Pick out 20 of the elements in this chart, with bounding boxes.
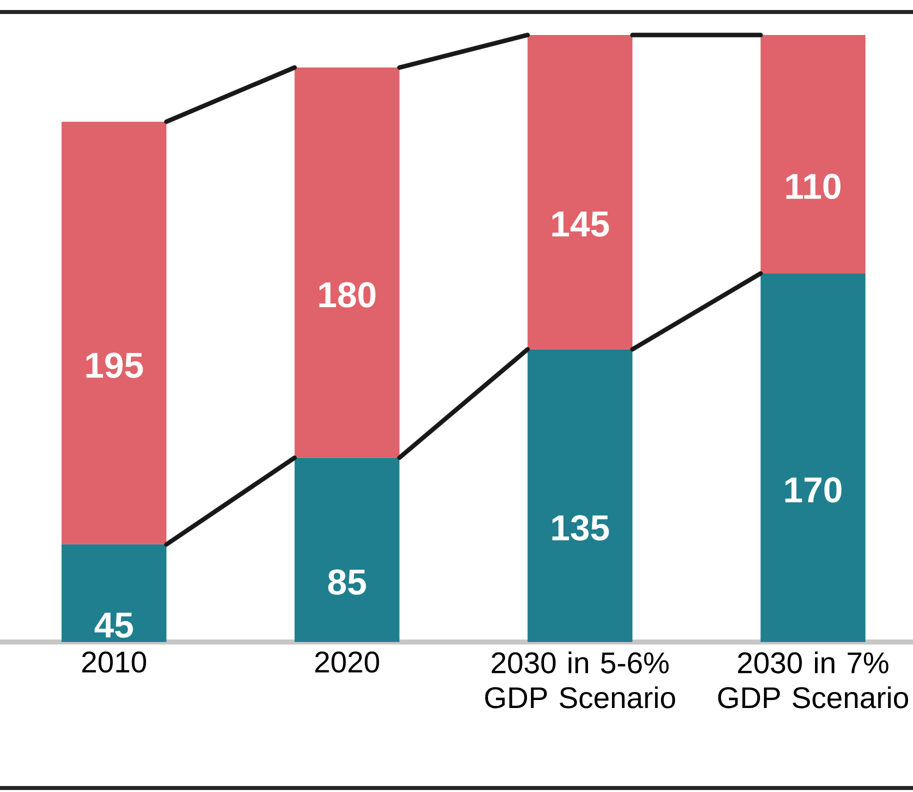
x-tick-label: 2030 in 7% GDP Scenario bbox=[718, 652, 908, 708]
bar bbox=[294, 68, 400, 458]
bar bbox=[294, 458, 400, 642]
bar bbox=[62, 122, 166, 544]
data-label: 180 bbox=[319, 282, 376, 308]
bar bbox=[760, 273, 866, 642]
x-tick-label: 2020 bbox=[315, 651, 380, 673]
data-label: 135 bbox=[552, 515, 609, 541]
data-label: 45 bbox=[94, 612, 133, 638]
x-tick-label: 2030 in 5-6% GDP Scenario bbox=[485, 652, 676, 708]
bar bbox=[62, 544, 166, 642]
data-label: 110 bbox=[786, 174, 840, 200]
bar bbox=[528, 349, 632, 642]
data-label: 170 bbox=[785, 477, 842, 503]
data-label: 195 bbox=[86, 352, 143, 378]
data-label: 145 bbox=[552, 212, 609, 237]
data-label: 85 bbox=[328, 569, 366, 595]
bar bbox=[760, 34, 866, 274]
x-tick-label: 2010 bbox=[82, 651, 146, 673]
bar bbox=[528, 34, 632, 350]
